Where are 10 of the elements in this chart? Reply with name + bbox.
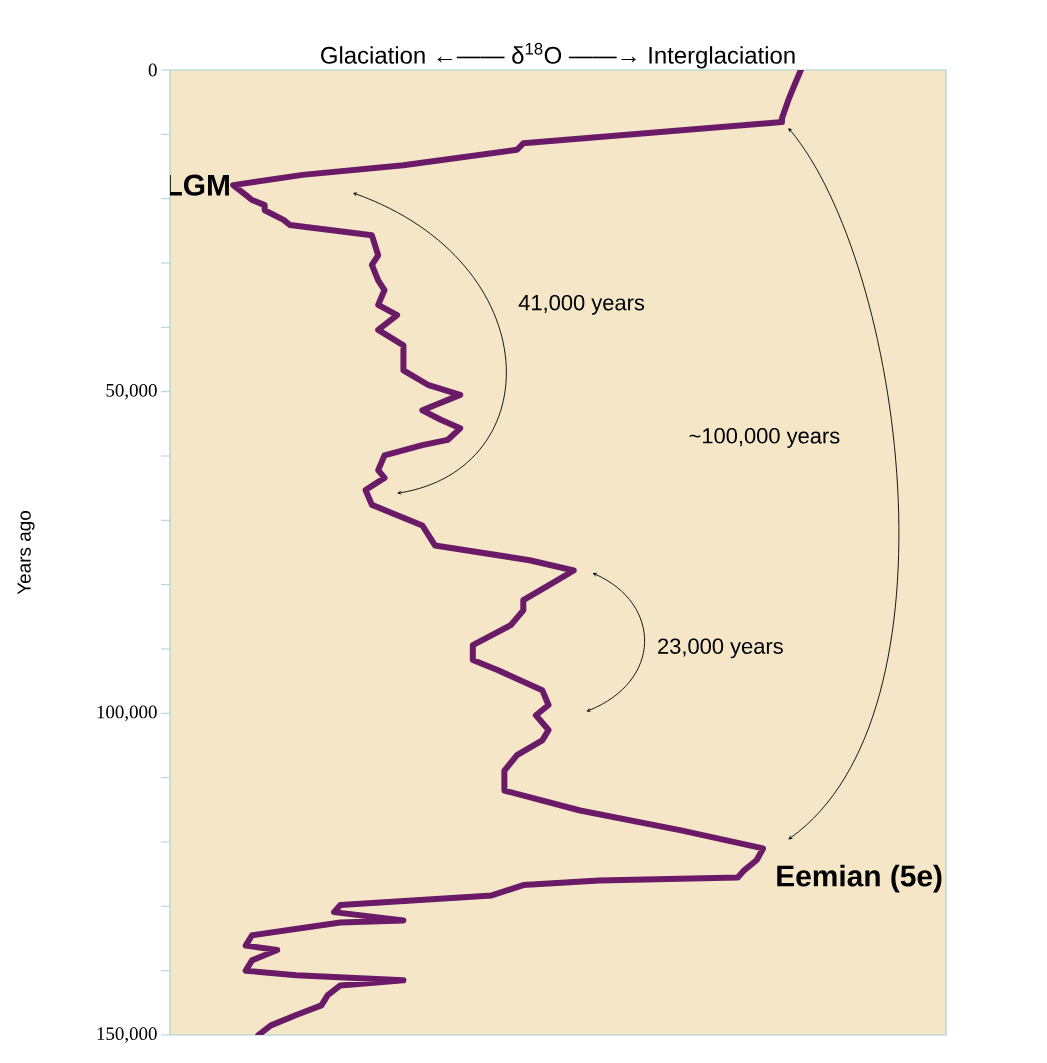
y-axis-title: Years ago — [17, 511, 35, 595]
annotation: ~100,000 years — [689, 428, 840, 448]
annotation: 23,000 years — [658, 638, 783, 659]
annotation: 41,000 years — [518, 294, 645, 315]
y-tick-label: 100,000 — [97, 705, 157, 722]
y-tick-label: 0 — [148, 63, 157, 77]
x-axis-title: Glaciation ←—— δ$^{18}$O ——→ Interglaciation — [321, 42, 795, 69]
y-tick-label: 150,000 — [97, 1027, 157, 1043]
y-tick-label: 50,000 — [106, 383, 157, 400]
annotation: Eemian (5e) — [777, 864, 942, 893]
